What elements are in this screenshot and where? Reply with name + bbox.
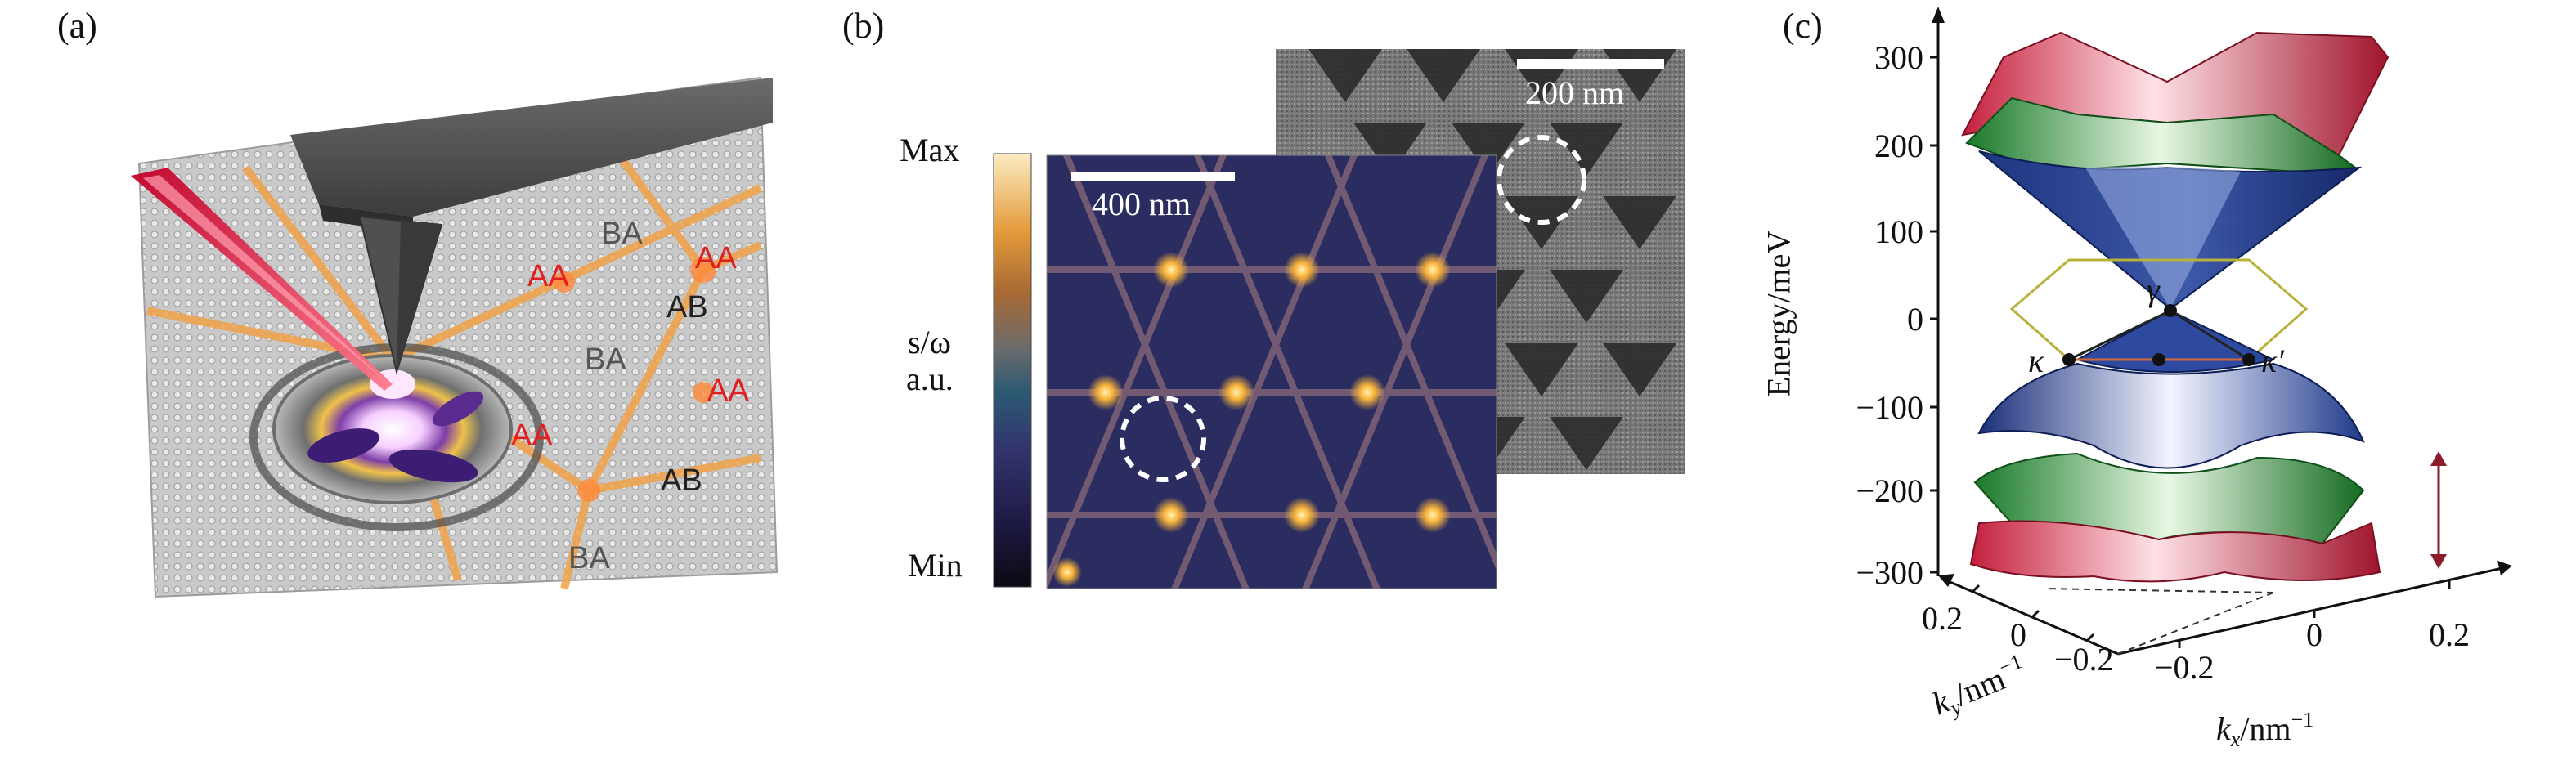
energy-tick-label: −200 (1856, 472, 1923, 509)
region-label: BA (601, 217, 643, 251)
panel-a-illustration: BA AA AA AB BA AA AA AB BA (131, 76, 779, 598)
kappa-path-left (2068, 309, 2171, 361)
energy-axis-arrow (1932, 7, 1945, 23)
scalebar-left-label: 400 nm (1092, 186, 1192, 222)
panel-c: (c) Energy/meV (1734, 0, 2576, 761)
scalebar-right-label: 200 nm (1525, 74, 1625, 111)
upper-cone-highlight (2085, 166, 2241, 309)
region-label: AA (527, 259, 569, 293)
gap-arrow-head-bottom (2430, 554, 2447, 569)
panel-b: (b) (818, 0, 1717, 761)
panel-b-images (993, 49, 1685, 589)
colorbar-max-label: Max (900, 132, 960, 168)
kx-axis (2117, 566, 2503, 656)
ky-axis-title: ky/nm−1 (1926, 649, 2032, 726)
stacking-region-labels: BA AA AA AB BA AA AA AB BA (511, 217, 749, 575)
energy-ticks (1930, 56, 1938, 574)
aa-spots (554, 257, 716, 502)
kx-tick-label: −0.2 (2155, 649, 2215, 686)
kx-ticks (2178, 580, 2451, 648)
scalebar-left (1071, 172, 1235, 181)
kappa-mid-point (2152, 353, 2165, 366)
snom-dashed-circle (1120, 396, 1206, 482)
kappa-point (2062, 353, 2076, 366)
region-label: AA (707, 374, 749, 408)
energy-tick-label: 0 (1907, 301, 1923, 338)
kappa-path-right (2170, 309, 2250, 361)
kx-tick-label: 0 (2306, 616, 2322, 653)
ky-tick-label: 0 (2010, 616, 2026, 653)
panel-a-label: (a) (57, 6, 97, 46)
energy-tick-label: 300 (1874, 39, 1923, 76)
ky-tick-label: 0.2 (1922, 600, 1963, 637)
region-label: AB (666, 290, 708, 325)
ky-ticks (1971, 584, 2095, 642)
gamma-point (2164, 304, 2177, 317)
snom-image (1047, 155, 1497, 589)
energy-tick-label: 200 (1874, 128, 1923, 164)
gamma-label: γ (2147, 271, 2161, 308)
panel-b-label: (b) (842, 6, 885, 46)
energy-tick-label: 100 (1874, 213, 1923, 250)
ky-axis-arrow (1938, 574, 1954, 587)
region-label: AA (511, 419, 553, 453)
kappa-prime-label: κ′ (2261, 342, 2285, 379)
afm-tip-shade (397, 221, 442, 372)
afm-cantilever-top (290, 78, 773, 217)
region-label: BA (585, 342, 626, 377)
sem-dashed-circle (1497, 135, 1586, 225)
panel-c-label: (c) (1783, 6, 1823, 46)
kx-axis-arrow (2497, 561, 2512, 575)
kx-tick-label: 0.2 (2429, 616, 2470, 653)
snom-hotspots (1052, 252, 1451, 587)
plasmon-lobe-3 (432, 391, 484, 427)
laser-beam (131, 168, 393, 391)
region-label: AB (661, 463, 702, 498)
plasmon-lobe-2 (388, 449, 478, 483)
colorbar-unit-label: a.u. (906, 360, 954, 397)
colorbar (993, 153, 1032, 588)
kx-dashed-guide (2117, 592, 2274, 655)
energy-tick-label: −300 (1856, 554, 1923, 591)
band-structure-plot: 300 200 100 0 −100 −200 −300 (1856, 7, 2512, 751)
lower-blue-cone (2075, 309, 2277, 373)
laser-beam-core (143, 175, 391, 386)
region-label: BA (568, 541, 610, 575)
kx-axis-title: kx/nm−1 (2216, 708, 2313, 751)
lower-blue-band (1977, 362, 2365, 469)
panel-a: (a) (0, 0, 801, 761)
gap-arrow-head-top (2430, 451, 2447, 466)
upper-green-band (1965, 96, 2358, 173)
kappa-prime-point (2242, 353, 2255, 366)
region-label: AA (695, 241, 737, 275)
colorbar-min-label: Min (908, 547, 963, 584)
energy-tick-label: −100 (1856, 389, 1923, 426)
scalebar-right (1517, 59, 1664, 69)
ky-dashed-guide (2044, 588, 2274, 593)
plasmon-lobe-1 (307, 428, 379, 463)
colorbar-quantity-label: s/ω (908, 324, 952, 360)
lower-red-band (1969, 520, 2381, 583)
ky-tick-label: −0.2 (2054, 641, 2114, 678)
kappa-label: κ (2028, 342, 2044, 379)
